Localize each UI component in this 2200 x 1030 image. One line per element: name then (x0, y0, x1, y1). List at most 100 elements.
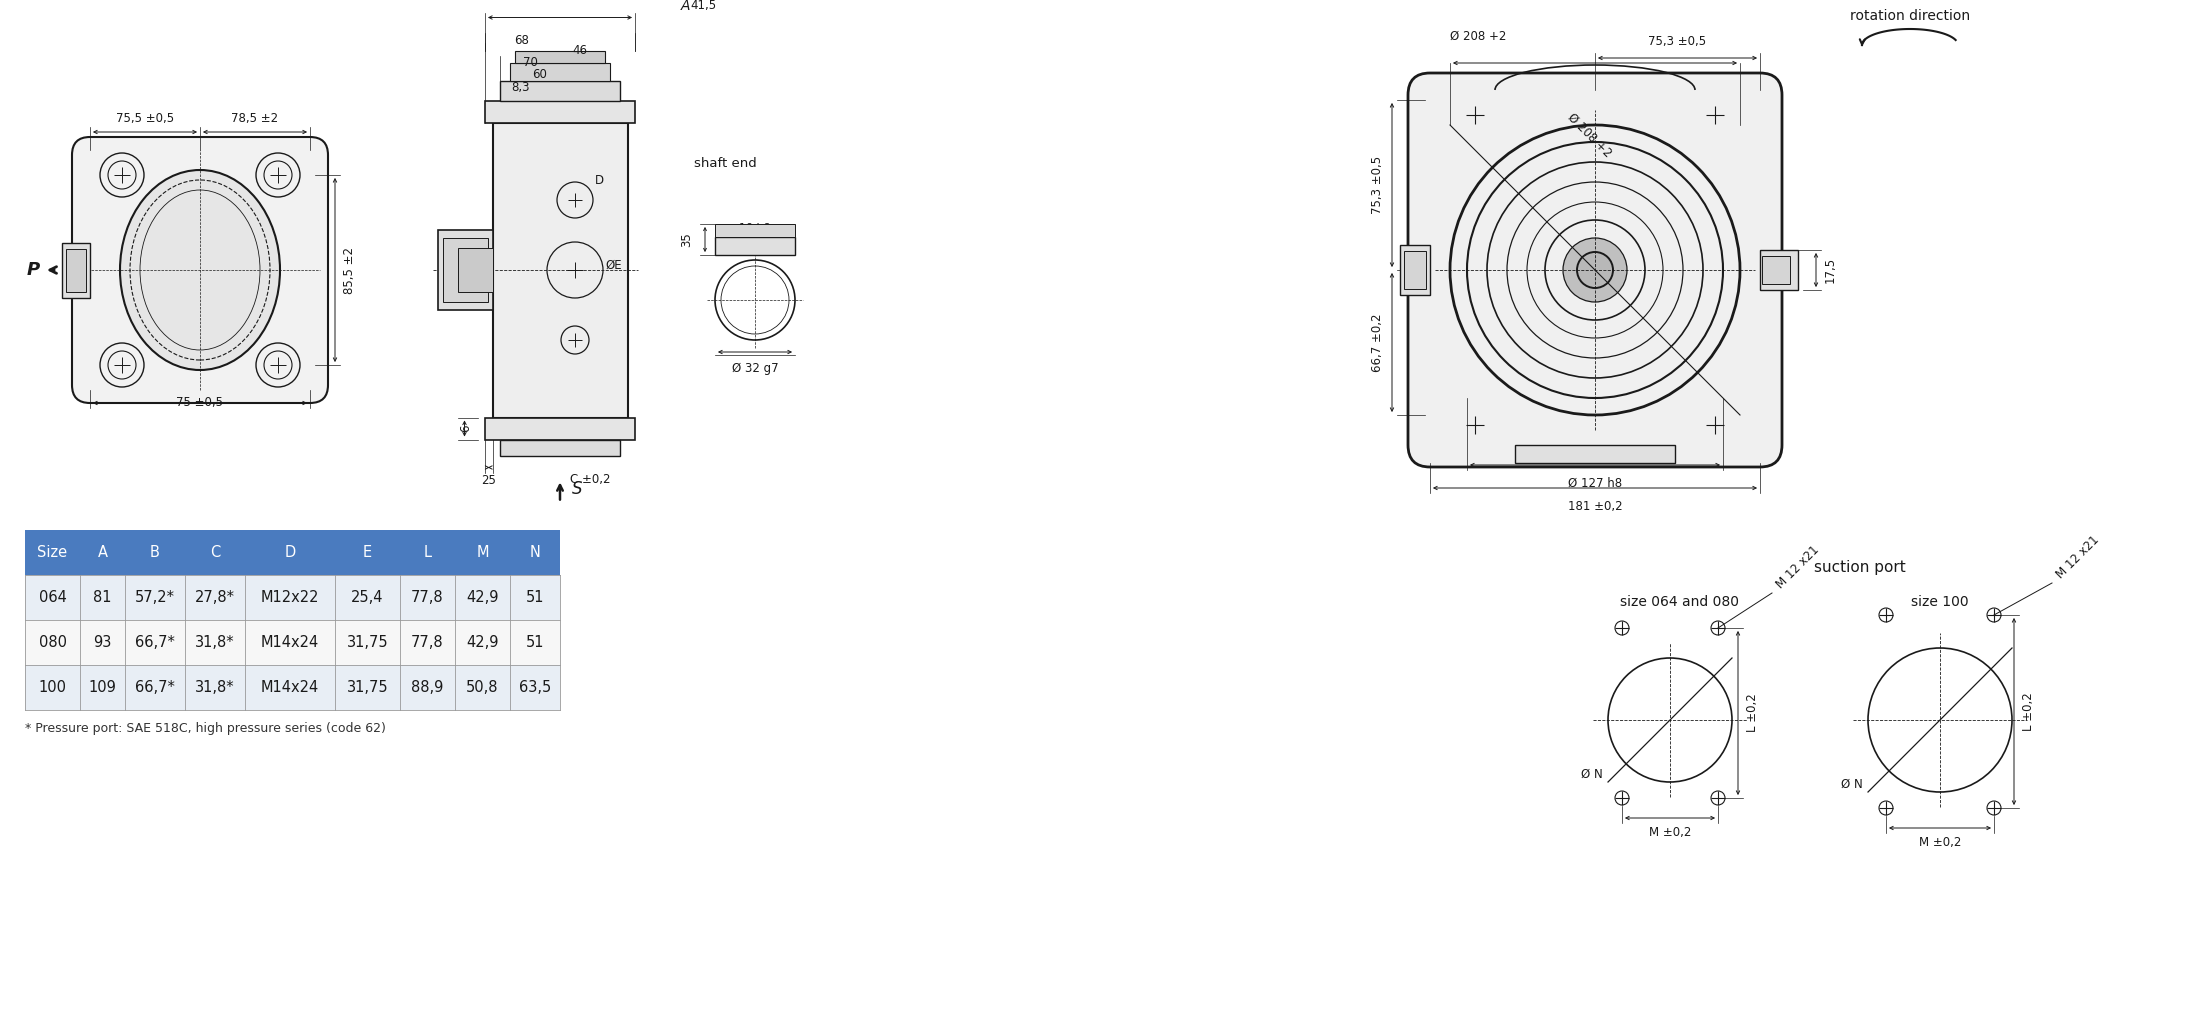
FancyBboxPatch shape (1408, 73, 1782, 467)
Text: L: L (422, 545, 431, 560)
Text: 75,3 ±0,5: 75,3 ±0,5 (1371, 156, 1384, 214)
Bar (1760, 250, 1797, 290)
Text: 77,8: 77,8 (411, 590, 444, 605)
Text: 57,2*: 57,2* (134, 590, 176, 605)
Text: 75,3 ±0,5: 75,3 ±0,5 (1648, 35, 1707, 48)
Text: 42,9: 42,9 (466, 636, 499, 650)
Text: M 12 x21: M 12 x21 (1773, 543, 1822, 591)
Bar (185, 575, 244, 620)
Bar (62, 242, 90, 298)
Bar (185, 620, 244, 665)
Bar (334, 620, 400, 665)
Text: 60: 60 (532, 68, 548, 80)
Bar (499, 80, 620, 101)
Text: M: M (475, 545, 488, 560)
Bar (1404, 251, 1426, 289)
Text: A: A (680, 0, 691, 12)
Bar (484, 417, 636, 440)
Bar (455, 665, 510, 710)
Bar (79, 620, 125, 665)
Bar (455, 575, 510, 620)
Text: L ±0,2: L ±0,2 (2022, 692, 2035, 731)
Text: M ±0,2: M ±0,2 (1918, 836, 1960, 849)
Text: 51: 51 (526, 636, 543, 650)
Bar (244, 530, 334, 575)
Bar (442, 238, 488, 302)
Text: M 12 x21: M 12 x21 (2055, 534, 2101, 581)
Bar (510, 530, 561, 575)
Text: 51: 51 (526, 590, 543, 605)
Bar (510, 620, 561, 665)
Bar (125, 665, 185, 710)
Text: 81: 81 (92, 590, 112, 605)
Bar (510, 665, 561, 710)
Text: 66,7*: 66,7* (134, 680, 176, 695)
Bar (334, 530, 400, 575)
Text: 10 h9: 10 h9 (739, 224, 770, 233)
Text: 93: 93 (92, 636, 112, 650)
Text: 25: 25 (482, 475, 497, 487)
Text: D: D (594, 173, 605, 186)
Text: 75 ±0,5: 75 ±0,5 (176, 396, 224, 409)
Bar (185, 665, 244, 710)
Text: 42,9: 42,9 (466, 590, 499, 605)
Text: C ±0,2: C ±0,2 (570, 473, 612, 485)
Text: 080: 080 (40, 636, 66, 650)
Bar (24, 575, 79, 620)
Text: S: S (572, 481, 583, 499)
Text: 27,8*: 27,8* (196, 590, 235, 605)
Text: 50,8: 50,8 (466, 680, 499, 695)
Bar (1516, 445, 1674, 464)
Text: 31,8*: 31,8* (196, 680, 235, 695)
Text: Ø 208 +2: Ø 208 +2 (1450, 30, 1507, 43)
Text: 064: 064 (40, 590, 66, 605)
Text: 85,5 ±2: 85,5 ±2 (343, 246, 356, 294)
Bar (79, 575, 125, 620)
Text: Ø N: Ø N (1841, 778, 1863, 790)
Text: 31,8*: 31,8* (196, 636, 235, 650)
Bar (334, 665, 400, 710)
Text: * Pressure port: SAE 518C, high pressure series (code 62): * Pressure port: SAE 518C, high pressure… (24, 722, 385, 735)
Text: P: P (26, 261, 40, 279)
Bar (66, 248, 86, 291)
Text: A: A (97, 545, 108, 560)
FancyBboxPatch shape (73, 137, 328, 403)
Text: 41,5: 41,5 (691, 0, 717, 12)
Text: rotation direction: rotation direction (1850, 9, 1969, 23)
Text: 77,8: 77,8 (411, 636, 444, 650)
Text: E: E (363, 545, 372, 560)
Ellipse shape (121, 170, 279, 370)
Text: N: N (530, 545, 541, 560)
Text: 75,5 ±0,5: 75,5 ±0,5 (117, 112, 174, 125)
Text: M14x24: M14x24 (262, 680, 319, 695)
Bar (515, 50, 605, 63)
Bar (499, 440, 620, 455)
Bar (334, 575, 400, 620)
Bar (493, 123, 627, 417)
Circle shape (1577, 252, 1613, 288)
Text: 66,7*: 66,7* (134, 636, 176, 650)
Text: 181 ±0,2: 181 ±0,2 (1569, 500, 1621, 513)
Bar (125, 620, 185, 665)
Text: Ø 208 +2: Ø 208 +2 (1564, 111, 1615, 160)
Text: 8,3: 8,3 (510, 80, 530, 94)
Text: 31,75: 31,75 (348, 680, 389, 695)
Text: L ±0,2: L ±0,2 (1747, 693, 1760, 732)
Bar (400, 530, 455, 575)
Text: D: D (284, 545, 295, 560)
Text: 63,5: 63,5 (519, 680, 552, 695)
Circle shape (1562, 238, 1628, 302)
Text: Size: Size (37, 545, 68, 560)
Bar (244, 665, 334, 710)
Bar (244, 575, 334, 620)
Text: ØE: ØE (605, 259, 623, 272)
Text: suction port: suction port (1815, 560, 1905, 575)
Bar (79, 530, 125, 575)
Bar (125, 530, 185, 575)
Bar (1399, 245, 1430, 295)
Bar (484, 101, 636, 123)
Text: C: C (209, 545, 220, 560)
Text: M12x22: M12x22 (262, 590, 319, 605)
Bar (400, 665, 455, 710)
Text: 68: 68 (515, 34, 530, 47)
